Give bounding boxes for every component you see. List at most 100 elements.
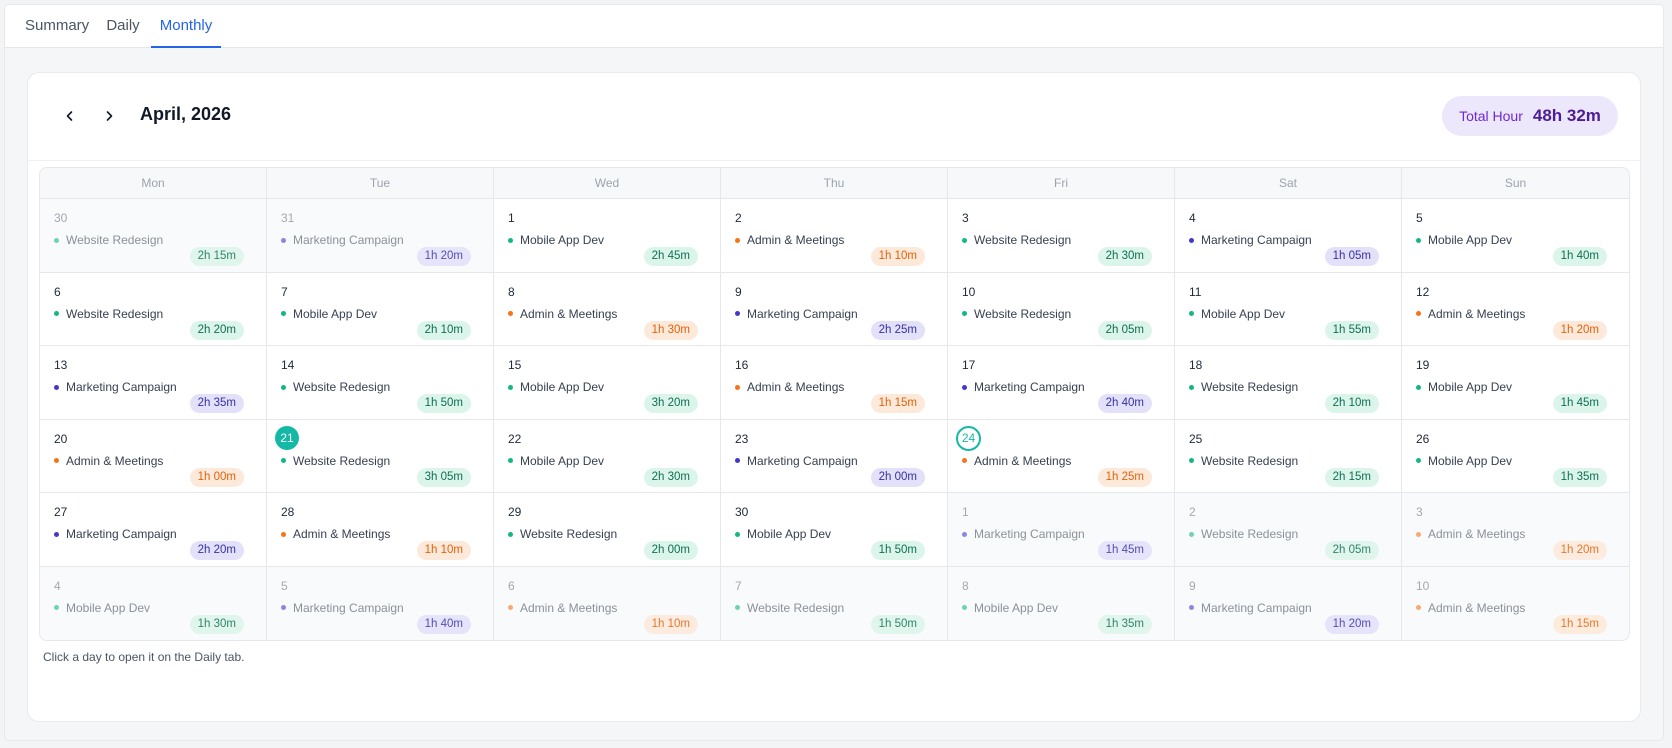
day-cell[interactable]: 20 Admin & Meetings 1h 00m: [40, 419, 267, 493]
day-number: 10: [1416, 578, 1430, 593]
day-cell[interactable]: 9 Marketing Campaign 2h 25m: [721, 272, 948, 346]
day-cell[interactable]: 23 Marketing Campaign 2h 00m: [721, 419, 948, 493]
project-dot-icon: [1189, 237, 1194, 243]
day-cell[interactable]: 3 Website Redesign 2h 30m: [948, 199, 1175, 273]
day-cell[interactable]: 31 Marketing Campaign 1h 20m: [267, 199, 494, 273]
day-cell[interactable]: 7 Mobile App Dev 2h 10m: [267, 272, 494, 346]
project-label: Mobile App Dev: [1428, 380, 1513, 394]
day-cell[interactable]: 5 Mobile App Dev 1h 40m: [1402, 199, 1629, 273]
project-dot-icon: [735, 237, 740, 243]
day-cell[interactable]: 11 Mobile App Dev 1h 55m: [1175, 272, 1402, 346]
day-entry: Website Redesign: [508, 527, 617, 541]
project-dot-icon: [1189, 605, 1194, 610]
weekday-header-sun: Sun: [1402, 168, 1629, 199]
duration-badge: 1h 45m: [1552, 394, 1607, 413]
day-cell[interactable]: 27 Marketing Campaign 2h 20m: [40, 493, 267, 567]
project-label: Website Redesign: [66, 306, 164, 321]
project-dot-icon: [1416, 458, 1421, 463]
day-cell[interactable]: 8 Mobile App Dev 1h 35m: [948, 566, 1175, 640]
project-label: Admin & Meetings: [520, 600, 618, 615]
tab-daily[interactable]: Daily: [106, 17, 140, 34]
day-cell[interactable]: 28 Admin & Meetings 1h 10m: [267, 493, 494, 567]
day-number: 1: [962, 505, 969, 519]
project-dot-icon: [1189, 531, 1194, 537]
day-number: 5: [1416, 211, 1423, 225]
project-dot-icon: [281, 531, 286, 537]
day-cell[interactable]: 17 Marketing Campaign 2h 40m: [948, 346, 1175, 420]
project-label: Marketing Campaign: [293, 600, 404, 615]
duration-badge: 3h 05m: [416, 467, 471, 487]
duration-badge: 1h 10m: [643, 614, 698, 634]
day-cell[interactable]: 26 Mobile App Dev 1h 35m: [1402, 419, 1629, 493]
day-cell[interactable]: 22 Mobile App Dev 2h 30m: [494, 419, 721, 493]
day-cell[interactable]: 30 Website Redesign 2h 15m: [40, 199, 267, 273]
day-number: 5: [281, 578, 288, 593]
project-label: Marketing Campaign: [974, 380, 1085, 394]
project-dot-icon: [281, 311, 286, 316]
day-cell[interactable]: 10 Website Redesign 2h 05m: [948, 272, 1175, 346]
day-cell[interactable]: 30 Mobile App Dev 1h 50m: [721, 493, 948, 567]
day-cell[interactable]: 19 Mobile App Dev 1h 45m: [1402, 346, 1629, 420]
day-entry: Mobile App Dev: [281, 307, 377, 321]
day-cell[interactable]: 2 Website Redesign 2h 05m: [1175, 493, 1402, 567]
day-cell[interactable]: 4 Marketing Campaign 1h 05m: [1175, 199, 1402, 273]
day-cell[interactable]: 4 Mobile App Dev 1h 30m: [40, 566, 267, 640]
day-cell[interactable]: 10 Admin & Meetings 1h 15m: [1402, 566, 1629, 640]
day-cell[interactable]: 9 Marketing Campaign 1h 20m: [1175, 566, 1402, 640]
calendar-header: April, 2026 Total Hour 48h 32m: [28, 73, 1640, 161]
day-cell[interactable]: 8 Admin & Meetings 1h 30m: [494, 272, 721, 346]
duration-badge: 2h 20m: [189, 320, 244, 340]
day-cell[interactable]: 12 Admin & Meetings 1h 20m: [1402, 272, 1629, 346]
total-hour-label: Total Hour: [1459, 108, 1523, 124]
project-label: Website Redesign: [293, 453, 391, 468]
day-cell[interactable]: 13 Marketing Campaign 2h 35m: [40, 346, 267, 420]
day-number-today: 21: [275, 425, 299, 450]
day-cell[interactable]: 5 Marketing Campaign 1h 40m: [267, 566, 494, 640]
day-cell[interactable]: 15 Mobile App Dev 3h 20m: [494, 346, 721, 420]
tab-summary[interactable]: Summary: [25, 17, 90, 34]
day-cell[interactable]: 18 Website Redesign 2h 10m: [1175, 346, 1402, 420]
project-dot-icon: [281, 458, 286, 463]
duration-badge: 1h 25m: [1097, 467, 1152, 487]
day-cell[interactable]: 3 Admin & Meetings 1h 20m: [1402, 493, 1629, 567]
project-label: Marketing Campaign: [293, 233, 404, 247]
day-entry: Website Redesign: [1189, 454, 1298, 468]
duration-badge: 2h 25m: [870, 320, 925, 340]
day-entry: Marketing Campaign: [735, 307, 858, 321]
day-cell[interactable]: 1 Marketing Campaign 1h 45m: [948, 493, 1175, 567]
project-label: Admin & Meetings: [1428, 306, 1526, 321]
day-entry: Mobile App Dev: [962, 601, 1058, 615]
day-entry: Admin & Meetings: [281, 527, 390, 541]
day-number: 18: [1189, 358, 1203, 372]
day-cell[interactable]: 16 Admin & Meetings 1h 15m: [721, 346, 948, 420]
total-hour-value: 48h 32m: [1532, 106, 1601, 125]
day-cell[interactable]: 24 Admin & Meetings 1h 25m: [948, 419, 1175, 493]
project-label: Marketing Campaign: [747, 306, 858, 321]
day-cell[interactable]: 29 Website Redesign 2h 00m: [494, 493, 721, 567]
project-dot-icon: [735, 458, 740, 463]
day-cell[interactable]: 6 Admin & Meetings 1h 10m: [494, 566, 721, 640]
day-entry: Admin & Meetings: [735, 380, 844, 394]
project-label: Marketing Campaign: [747, 453, 858, 468]
day-cell[interactable]: 6 Website Redesign 2h 20m: [40, 272, 267, 346]
day-cell[interactable]: 7 Website Redesign 1h 50m: [721, 566, 948, 640]
day-entry: Mobile App Dev: [1416, 454, 1512, 468]
tab-bar: Summary Daily Monthly: [5, 5, 1663, 48]
day-cell[interactable]: 21 Website Redesign 3h 05m: [267, 419, 494, 493]
project-label: Website Redesign: [520, 527, 618, 541]
project-label: Mobile App Dev: [520, 380, 605, 394]
prev-month-button[interactable]: [55, 101, 85, 131]
day-cell[interactable]: 1 Mobile App Dev 2h 45m: [494, 199, 721, 273]
project-dot-icon: [281, 384, 286, 390]
duration-badge: 1h 55m: [1324, 320, 1379, 340]
next-month-button[interactable]: [94, 101, 124, 131]
day-entry: Admin & Meetings: [1416, 601, 1525, 615]
day-cell[interactable]: 2 Admin & Meetings 1h 10m: [721, 199, 948, 273]
project-label: Mobile App Dev: [1201, 306, 1286, 321]
day-cell[interactable]: 14 Website Redesign 1h 50m: [267, 346, 494, 420]
tab-monthly[interactable]: Monthly: [151, 5, 221, 48]
day-cell[interactable]: 25 Website Redesign 2h 15m: [1175, 419, 1402, 493]
duration-badge: 1h 00m: [189, 467, 244, 487]
duration-badge: 1h 10m: [416, 541, 471, 560]
project-label: Admin & Meetings: [747, 233, 845, 247]
